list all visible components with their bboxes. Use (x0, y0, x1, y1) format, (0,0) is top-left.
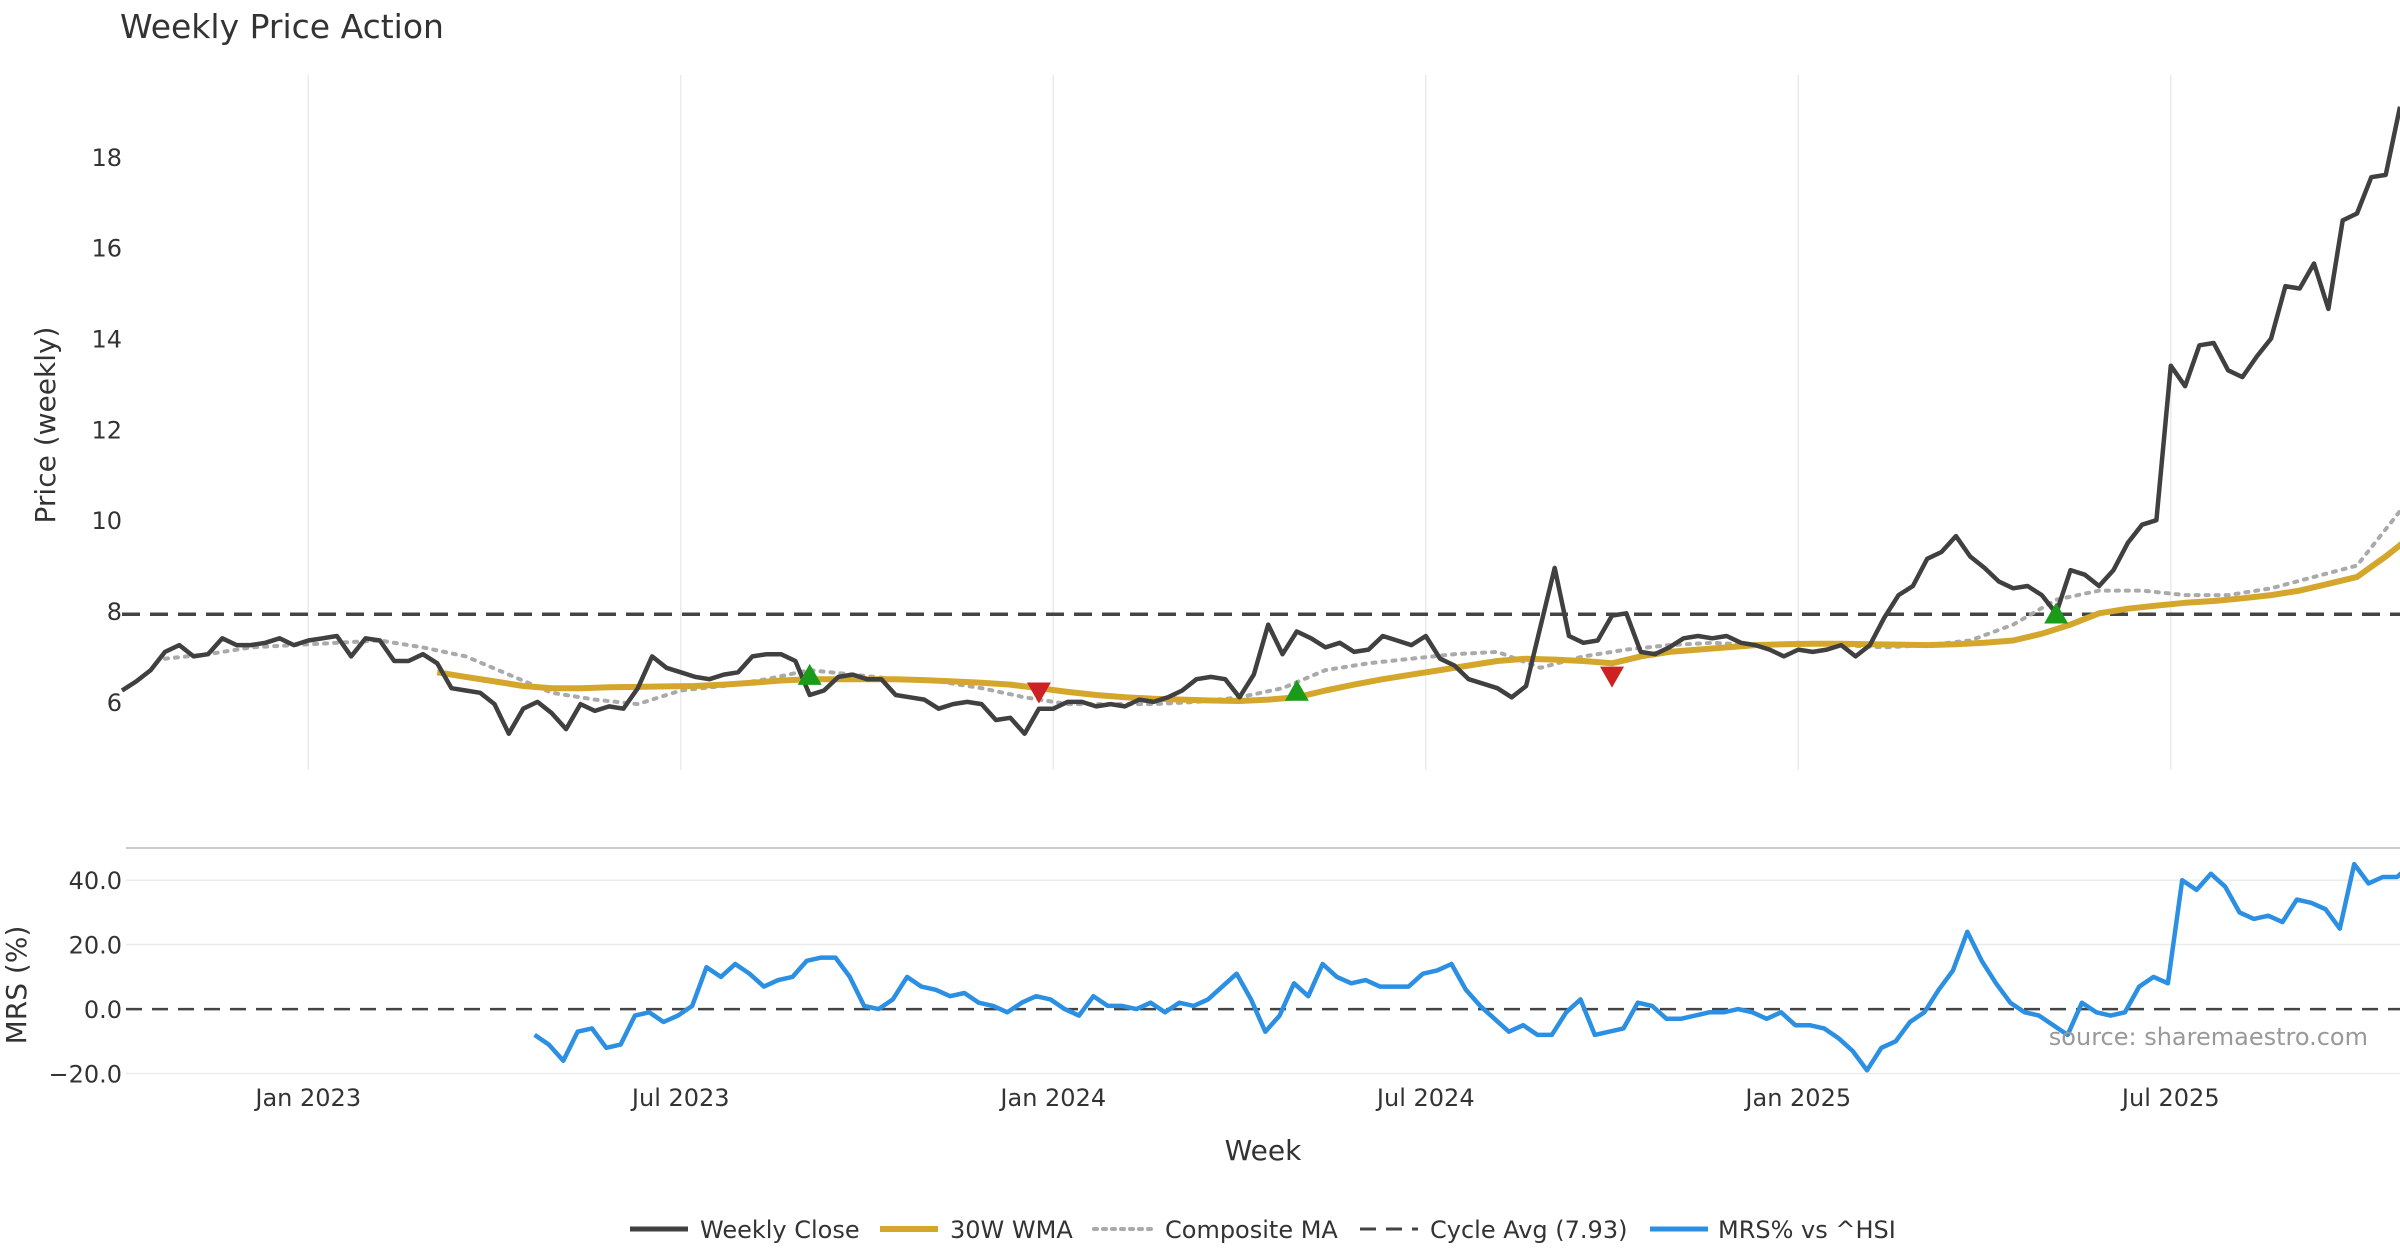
mrs-tick-label: 20.0 (69, 932, 122, 960)
price-series (120, 106, 2400, 736)
chart-title: Weekly Price Action (120, 7, 444, 46)
mrs-y-ticks: 40.0 20.0 0.0 −20.0 (48, 867, 122, 1088)
wma-line (436, 541, 2400, 704)
legend: Weekly Close 30W WMA Composite MA Cycle … (630, 1216, 1896, 1244)
weekly-close-line (120, 106, 2400, 736)
x-tick-label: Jul 2023 (630, 1084, 730, 1112)
mrs-panel-grid (126, 847, 2400, 1075)
mrs-line (533, 861, 2400, 1073)
x-tick-label: Jan 2023 (253, 1084, 361, 1112)
price-axis-label: Price (weekly) (29, 327, 62, 524)
legend-label-composite-ma: Composite MA (1165, 1216, 1338, 1244)
price-tick-label: 10 (91, 507, 122, 535)
mrs-tick-label: −20.0 (48, 1061, 122, 1089)
x-axis-label: Week (1225, 1134, 1302, 1167)
mrs-tick-label: 0.0 (84, 996, 122, 1024)
legend-label-wma: 30W WMA (950, 1216, 1073, 1244)
source-note: source: sharemaestro.com (2049, 1023, 2368, 1051)
sell-signal-marker (1600, 666, 1625, 688)
x-tick-label: Jul 2024 (1375, 1084, 1475, 1112)
mrs-axis-label: MRS (%) (0, 926, 33, 1045)
legend-label-cycle-avg: Cycle Avg (7.93) (1430, 1216, 1627, 1244)
price-tick-label: 18 (91, 144, 122, 172)
legend-label-weekly-close: Weekly Close (700, 1216, 860, 1244)
x-tick-label: Jan 2025 (1743, 1084, 1851, 1112)
sell-signal-marker (1026, 682, 1051, 704)
price-tick-label: 16 (91, 235, 122, 263)
legend-label-mrs: MRS% vs ^HSI (1718, 1216, 1896, 1244)
price-tick-label: 12 (91, 416, 122, 444)
x-tick-label: Jul 2025 (2120, 1084, 2220, 1112)
price-y-ticks: 6 8 10 12 14 16 18 (91, 144, 122, 717)
x-ticks: Jan 2023 Jul 2023 Jan 2024 Jul 2024 Jan … (253, 1084, 2219, 1112)
mrs-tick-label: 40.0 (69, 867, 122, 895)
signal-markers (797, 602, 2069, 704)
price-tick-label: 14 (91, 325, 122, 353)
composite-ma-line (163, 508, 2400, 707)
buy-signal-marker (797, 663, 822, 685)
x-tick-label: Jan 2024 (998, 1084, 1106, 1112)
mrs-series (126, 861, 2400, 1073)
price-tick-label: 6 (107, 689, 122, 717)
vertical-gridlines (307, 75, 2172, 770)
buy-signal-marker (2044, 602, 2069, 624)
buy-signal-marker (1284, 679, 1309, 701)
price-tick-label: 8 (107, 598, 122, 626)
